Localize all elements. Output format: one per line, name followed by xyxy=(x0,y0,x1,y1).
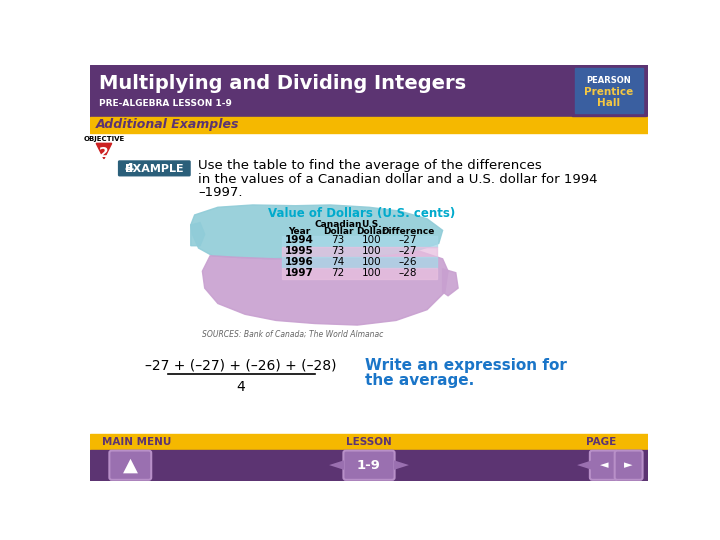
Text: MAIN MENU: MAIN MENU xyxy=(102,437,171,447)
Text: –26: –26 xyxy=(398,257,417,267)
FancyBboxPatch shape xyxy=(343,450,395,480)
Text: 72: 72 xyxy=(331,268,345,278)
Text: 100: 100 xyxy=(361,235,381,245)
Text: PAGE: PAGE xyxy=(586,437,616,447)
Bar xyxy=(90,450,648,481)
Polygon shape xyxy=(191,205,443,259)
Text: EXAMPLE: EXAMPLE xyxy=(125,164,184,174)
Polygon shape xyxy=(96,143,112,159)
Text: U.S.: U.S. xyxy=(361,220,382,229)
Text: 1994: 1994 xyxy=(285,235,314,245)
Bar xyxy=(282,268,437,279)
Bar xyxy=(282,257,437,268)
Text: Additional Examples: Additional Examples xyxy=(96,118,240,131)
Bar xyxy=(282,236,437,247)
Text: Value of Dollars (U.S. cents): Value of Dollars (U.S. cents) xyxy=(268,207,455,220)
Text: 100: 100 xyxy=(361,268,381,278)
Text: 73: 73 xyxy=(331,235,345,245)
FancyBboxPatch shape xyxy=(590,450,618,480)
Text: LESSON: LESSON xyxy=(346,437,392,447)
Text: 100: 100 xyxy=(361,246,381,256)
Bar xyxy=(90,434,648,450)
Text: PRE-ALGEBRA LESSON 1-9: PRE-ALGEBRA LESSON 1-9 xyxy=(99,99,232,108)
Bar xyxy=(575,68,642,112)
FancyBboxPatch shape xyxy=(109,450,151,480)
Bar xyxy=(572,66,646,116)
Text: –1997.: –1997. xyxy=(199,186,243,199)
Text: ◄: ◄ xyxy=(577,456,592,475)
Polygon shape xyxy=(202,251,448,325)
Text: 73: 73 xyxy=(331,246,345,256)
Text: –27: –27 xyxy=(398,235,417,245)
Text: –28: –28 xyxy=(398,268,417,278)
Text: Dollar: Dollar xyxy=(356,227,387,235)
Bar xyxy=(90,117,648,132)
Text: –27 + (–27) + (–26) + (–28): –27 + (–27) + (–26) + (–28) xyxy=(145,358,337,372)
Bar xyxy=(90,65,648,117)
Text: ►: ► xyxy=(394,456,409,475)
Text: –27: –27 xyxy=(398,246,417,256)
Text: 1995: 1995 xyxy=(285,246,314,256)
Text: Canadian: Canadian xyxy=(314,220,361,229)
Polygon shape xyxy=(443,269,458,296)
FancyBboxPatch shape xyxy=(118,160,191,177)
Text: 4: 4 xyxy=(237,380,246,394)
FancyBboxPatch shape xyxy=(615,450,642,480)
Bar xyxy=(282,247,437,257)
Text: 1997: 1997 xyxy=(285,268,314,278)
Text: Dollar: Dollar xyxy=(323,227,354,235)
Text: ◄: ◄ xyxy=(600,460,608,470)
Text: 4: 4 xyxy=(124,162,133,176)
Text: the average.: the average. xyxy=(365,373,474,388)
Text: ◄: ◄ xyxy=(329,456,344,475)
Text: ▲: ▲ xyxy=(123,456,138,475)
Text: Year: Year xyxy=(288,227,310,235)
Text: 1996: 1996 xyxy=(285,257,314,267)
Text: in the values of a Canadian dollar and a U.S. dollar for 1994: in the values of a Canadian dollar and a… xyxy=(199,173,598,186)
Text: ►: ► xyxy=(624,460,633,470)
Text: PEARSON: PEARSON xyxy=(586,76,631,85)
Text: OBJECTIVE: OBJECTIVE xyxy=(84,137,125,143)
Text: 74: 74 xyxy=(331,257,345,267)
Text: Difference: Difference xyxy=(381,227,434,235)
Text: SOURCES: Bank of Canada; The World Almanac: SOURCES: Bank of Canada; The World Alman… xyxy=(202,330,384,339)
Text: Write an expression for: Write an expression for xyxy=(365,357,567,373)
Text: 2: 2 xyxy=(99,146,109,160)
Text: 100: 100 xyxy=(361,257,381,267)
Text: Use the table to find the average of the differences: Use the table to find the average of the… xyxy=(199,159,542,172)
Text: Multiplying and Dividing Integers: Multiplying and Dividing Integers xyxy=(99,74,467,93)
Polygon shape xyxy=(191,222,204,246)
Text: 1-9: 1-9 xyxy=(357,458,381,472)
Text: Prentice
Hall: Prentice Hall xyxy=(584,86,633,108)
